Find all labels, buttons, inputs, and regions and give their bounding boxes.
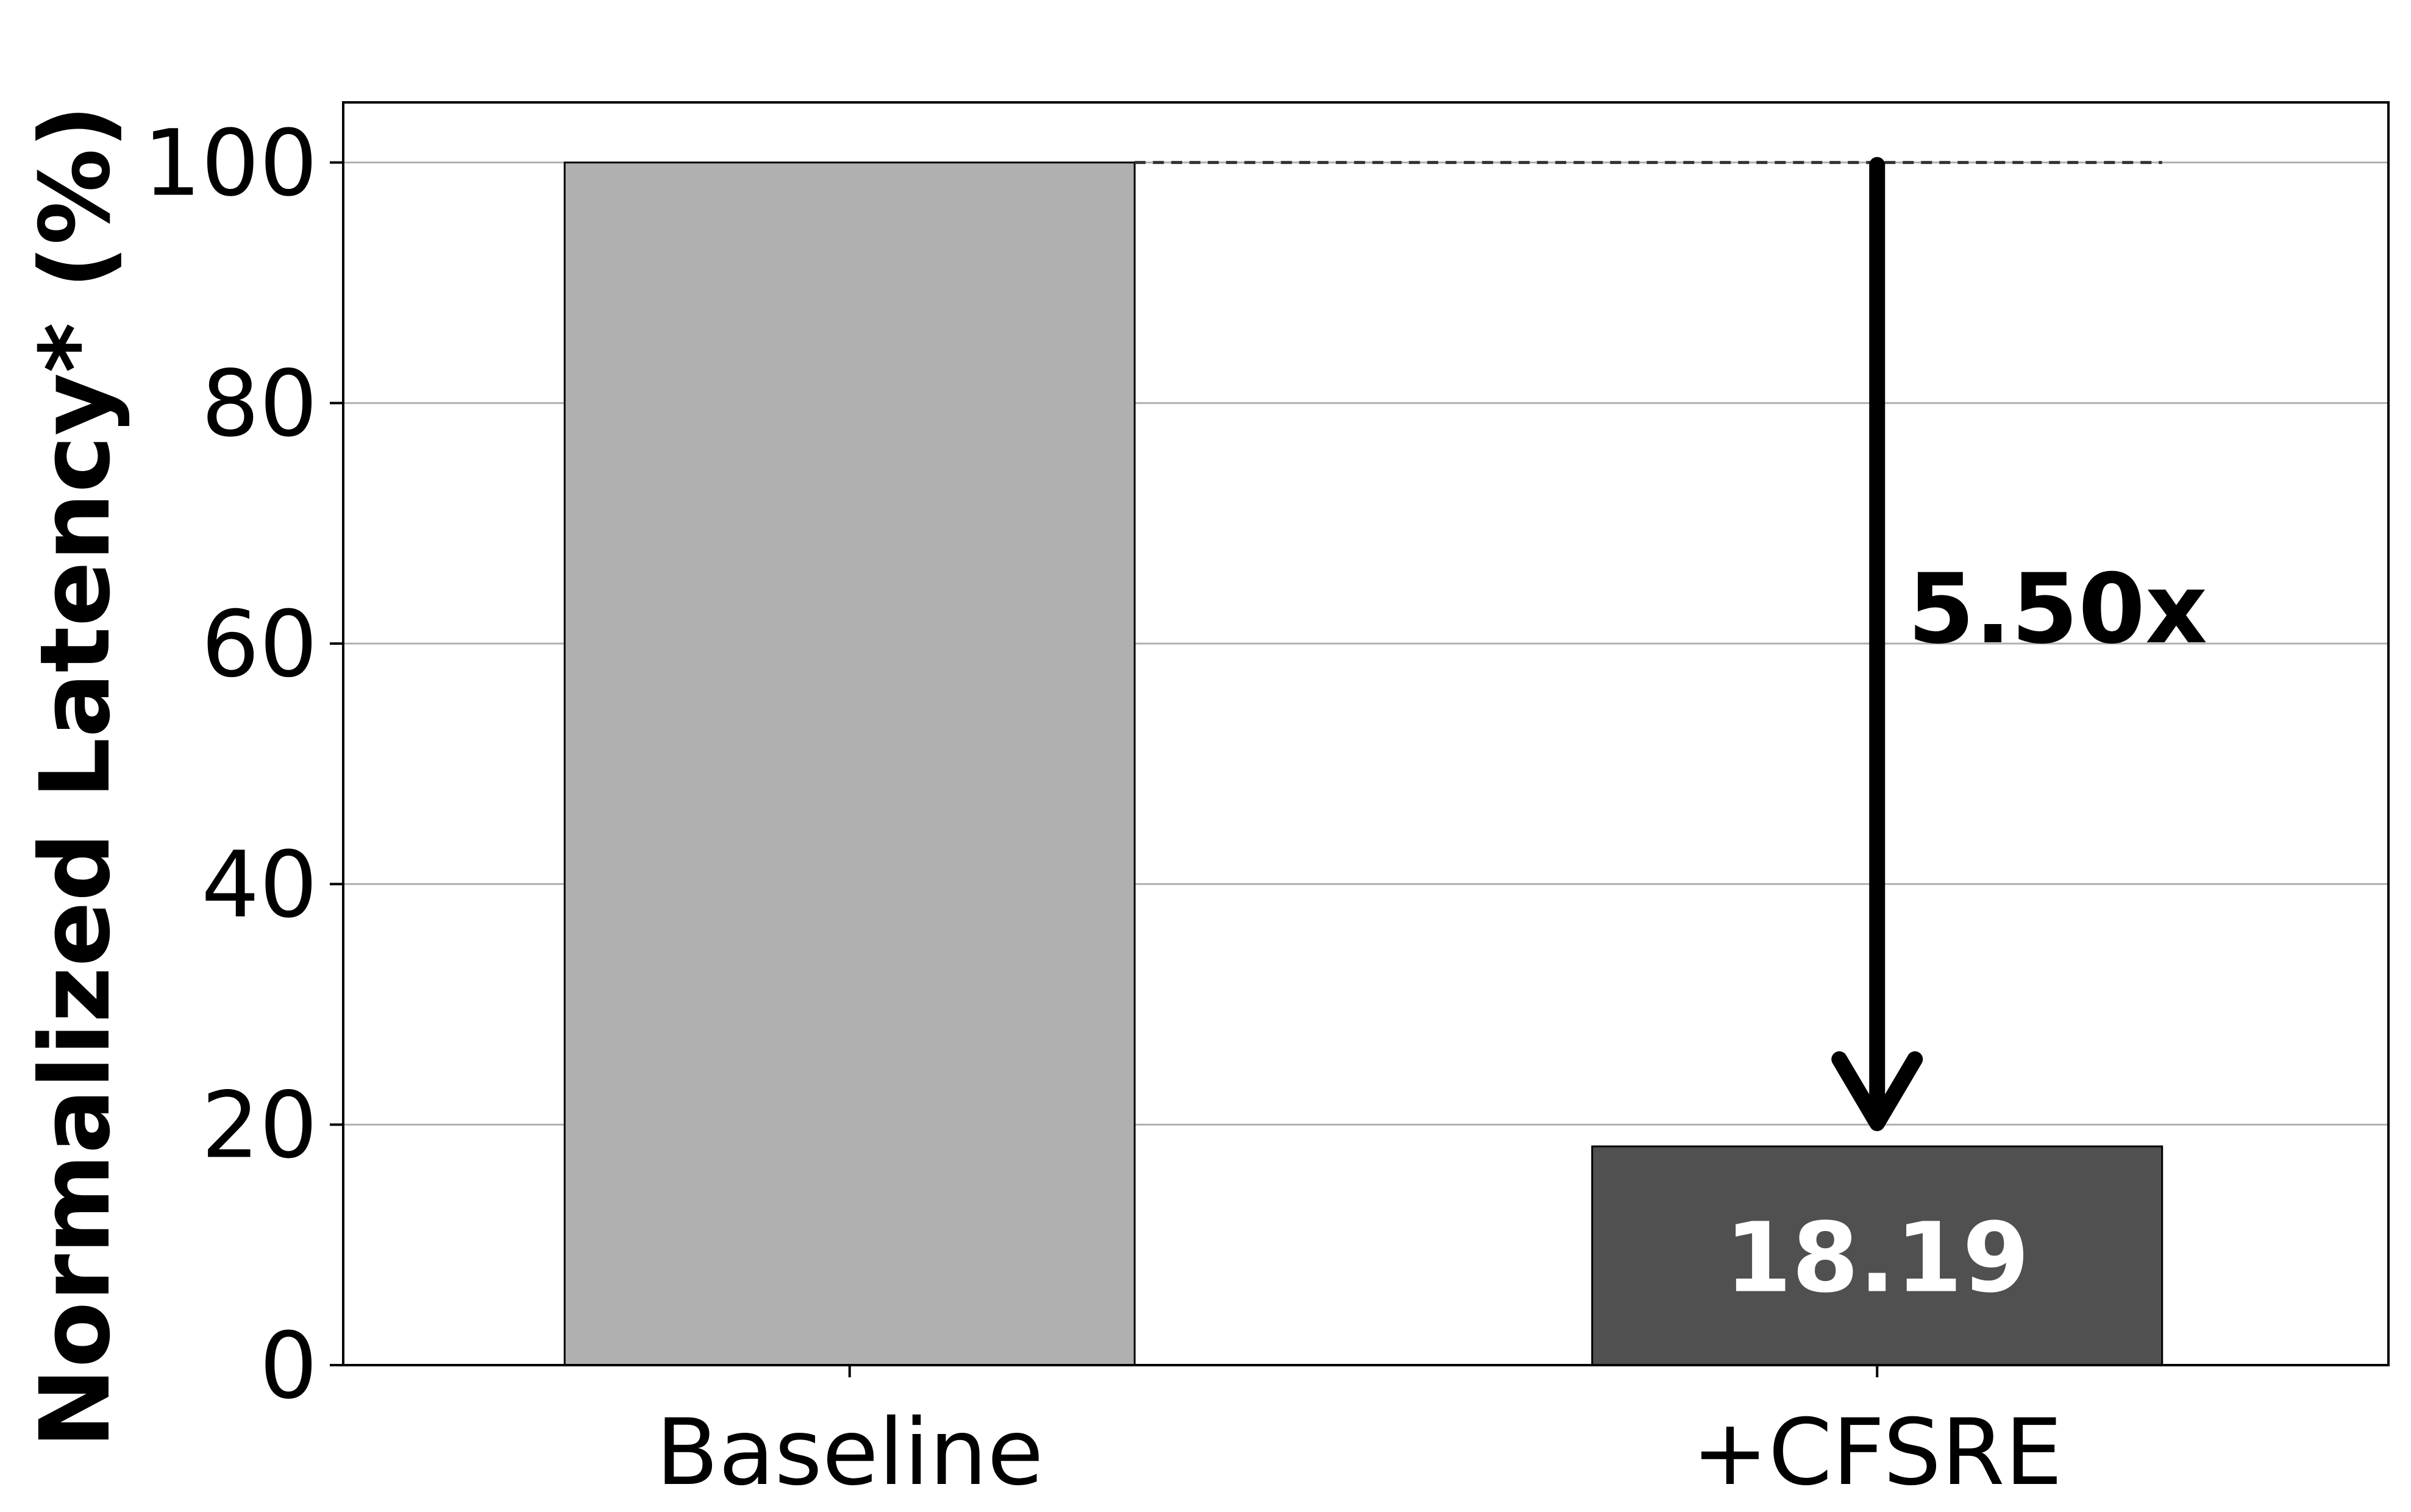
speedup-label: 5.50x <box>1907 553 2207 665</box>
y-tick-label: 0 <box>260 1313 318 1419</box>
x-tick-label: Baseline <box>656 1400 1044 1506</box>
bar-cfsre <box>1591 1145 2163 1366</box>
bar-baseline <box>563 161 1136 1366</box>
speedup-annotation: 5.50x <box>1134 157 2207 1132</box>
x-tick-label: +CFSRE <box>1692 1400 2062 1506</box>
bars: 18.19 <box>563 161 2163 1366</box>
y-tick-label: 20 <box>201 1073 318 1179</box>
speedup-arrow-head <box>1831 1051 1923 1132</box>
axis-ticks: 0 20 40 60 80 100 Baseline +CFSRE <box>143 111 2063 1506</box>
y-tick-label: 80 <box>201 351 318 457</box>
plot-frame <box>342 101 2390 1366</box>
y-tick-label: 100 <box>143 111 318 217</box>
bar-value-label: 18.19 <box>1725 1202 2029 1315</box>
y-tick-label: 40 <box>201 832 318 939</box>
y-axis-label: Normalized Latency* (%) <box>20 105 132 1449</box>
y-tick-label: 60 <box>201 592 318 698</box>
